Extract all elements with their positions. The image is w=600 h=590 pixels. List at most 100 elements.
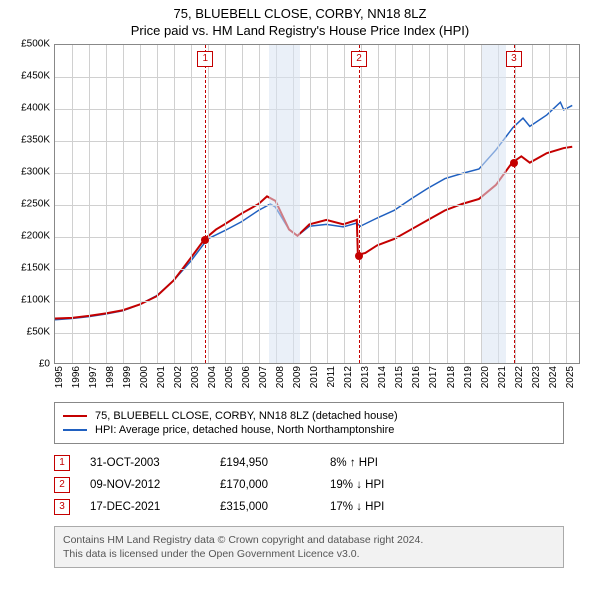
y-axis-label: £0 bbox=[39, 359, 50, 370]
x-axis-label: 2012 bbox=[343, 366, 354, 388]
x-axis-label: 2001 bbox=[156, 366, 167, 388]
y-axis-label: £250K bbox=[21, 199, 50, 210]
x-axis-label: 2021 bbox=[497, 366, 508, 388]
y-axis-label: £400K bbox=[21, 103, 50, 114]
transaction-row: 1 31-OCT-2003 £194,950 8% ↑ HPI bbox=[54, 452, 564, 474]
x-axis-label: 2005 bbox=[224, 366, 235, 388]
transaction-price: £194,950 bbox=[220, 457, 310, 469]
transaction-marker-icon: 3 bbox=[54, 499, 70, 515]
marker-line bbox=[205, 45, 206, 363]
x-axis-label: 2004 bbox=[207, 366, 218, 388]
y-axis-label: £200K bbox=[21, 231, 50, 242]
legend-label: 75, BLUEBELL CLOSE, CORBY, NN18 8LZ (det… bbox=[95, 410, 398, 422]
recession-shade bbox=[482, 45, 506, 363]
y-axis-label: £350K bbox=[21, 135, 50, 146]
gridline-v bbox=[259, 45, 260, 363]
gridline-v bbox=[140, 45, 141, 363]
footer-attribution: Contains HM Land Registry data © Crown c… bbox=[54, 526, 564, 568]
marker-box: 3 bbox=[506, 51, 522, 67]
footer-line2: This data is licensed under the Open Gov… bbox=[63, 547, 555, 561]
transaction-row: 317-DEC-2021£315,00017% ↓ HPI bbox=[54, 496, 564, 518]
legend-item: 75, BLUEBELL CLOSE, CORBY, NN18 8LZ (det… bbox=[63, 409, 555, 423]
transaction-price: £315,000 bbox=[220, 501, 310, 513]
x-axis-label: 2018 bbox=[446, 366, 457, 388]
transactions-table: 1 31-OCT-2003 £194,950 8% ↑ HPI 2 09-NOV-2012… bbox=[54, 452, 564, 518]
marker-box: 2 bbox=[351, 51, 367, 67]
gridline-v bbox=[412, 45, 413, 363]
y-axis: £0£50K£100K£150K£200K£250K£300K£350K£400… bbox=[10, 44, 54, 364]
x-axis-label: 2016 bbox=[411, 366, 422, 388]
gridline-v bbox=[123, 45, 124, 363]
x-axis-label: 2009 bbox=[292, 366, 303, 388]
x-axis-label: 2013 bbox=[360, 366, 371, 388]
y-axis-label: £50K bbox=[27, 327, 50, 338]
x-axis-label: 2011 bbox=[326, 366, 337, 388]
x-axis-label: 2007 bbox=[258, 366, 269, 388]
x-axis-label: 2002 bbox=[173, 366, 184, 388]
gridline-v bbox=[429, 45, 430, 363]
recession-shade bbox=[269, 45, 300, 363]
x-axis-label: 2000 bbox=[139, 366, 150, 388]
gridline-v bbox=[395, 45, 396, 363]
x-axis-label: 2014 bbox=[377, 366, 388, 388]
transaction-date: 09-NOV-2012 bbox=[90, 479, 200, 491]
x-axis-label: 1995 bbox=[54, 366, 65, 388]
x-axis-label: 2008 bbox=[275, 366, 286, 388]
y-axis-label: £150K bbox=[21, 263, 50, 274]
x-axis-label: 1996 bbox=[71, 366, 82, 388]
gridline-v bbox=[242, 45, 243, 363]
x-axis-label: 2022 bbox=[514, 366, 525, 388]
y-axis-label: £300K bbox=[21, 167, 50, 178]
gridline-v bbox=[208, 45, 209, 363]
gridline-v bbox=[72, 45, 73, 363]
transaction-row: 2 09-NOV-2012 £170,000 19% ↓ HPI bbox=[54, 474, 564, 496]
gridline-v bbox=[378, 45, 379, 363]
x-axis-label: 2003 bbox=[190, 366, 201, 388]
gridline-v bbox=[532, 45, 533, 363]
x-axis-label: 1999 bbox=[122, 366, 133, 388]
x-axis-label: 2015 bbox=[394, 366, 405, 388]
gridline-v bbox=[464, 45, 465, 363]
x-axis-label: 2024 bbox=[548, 366, 559, 388]
x-axis-label: 2010 bbox=[309, 366, 320, 388]
marker-line bbox=[514, 45, 515, 363]
gridline-v bbox=[191, 45, 192, 363]
marker-dot bbox=[201, 236, 209, 244]
x-axis-label: 2019 bbox=[463, 366, 474, 388]
y-axis-label: £500K bbox=[21, 39, 50, 50]
legend-swatch bbox=[63, 415, 87, 417]
y-axis-label: £450K bbox=[21, 71, 50, 82]
transaction-date: 31-OCT-2003 bbox=[90, 457, 200, 469]
gridline-v bbox=[157, 45, 158, 363]
gridline-v bbox=[447, 45, 448, 363]
gridline-v bbox=[344, 45, 345, 363]
transaction-delta: 19% ↓ HPI bbox=[330, 479, 384, 491]
gridline-v bbox=[225, 45, 226, 363]
gridline-v bbox=[310, 45, 311, 363]
x-axis-label: 2017 bbox=[428, 366, 439, 388]
x-axis: 1995 1996 1997 1998 1999 2000 2001 2002 2003 2004… bbox=[54, 364, 580, 394]
chart-title-block: 75, BLUEBELL CLOSE, CORBY, NN18 8LZ Pric… bbox=[0, 0, 600, 40]
gridline-v bbox=[174, 45, 175, 363]
gridline-v bbox=[361, 45, 362, 363]
chart-title: 75, BLUEBELL CLOSE, CORBY, NN18 8LZ bbox=[10, 6, 590, 21]
gridline-v bbox=[566, 45, 567, 363]
x-axis-label: 2023 bbox=[531, 366, 542, 388]
plot-area: 123 bbox=[54, 44, 580, 364]
gridline-v bbox=[549, 45, 550, 363]
transaction-marker-icon: 1 bbox=[54, 455, 70, 471]
x-axis-label: 2006 bbox=[241, 366, 252, 388]
transaction-marker-icon: 2 bbox=[54, 477, 70, 493]
transaction-price: £170,000 bbox=[220, 479, 310, 491]
y-axis-label: £100K bbox=[21, 295, 50, 306]
legend-item: HPI: Average price, detached house, Nort… bbox=[63, 423, 555, 437]
transaction-delta: 8% ↑ HPI bbox=[330, 457, 378, 469]
marker-dot bbox=[355, 252, 363, 260]
legend-label: HPI: Average price, detached house, Nort… bbox=[95, 424, 394, 436]
x-axis-label: 1998 bbox=[105, 366, 116, 388]
x-axis-label: 1997 bbox=[88, 366, 99, 388]
marker-line bbox=[359, 45, 360, 363]
x-axis-label: 2025 bbox=[565, 366, 576, 388]
gridline-v bbox=[89, 45, 90, 363]
gridline-v bbox=[106, 45, 107, 363]
